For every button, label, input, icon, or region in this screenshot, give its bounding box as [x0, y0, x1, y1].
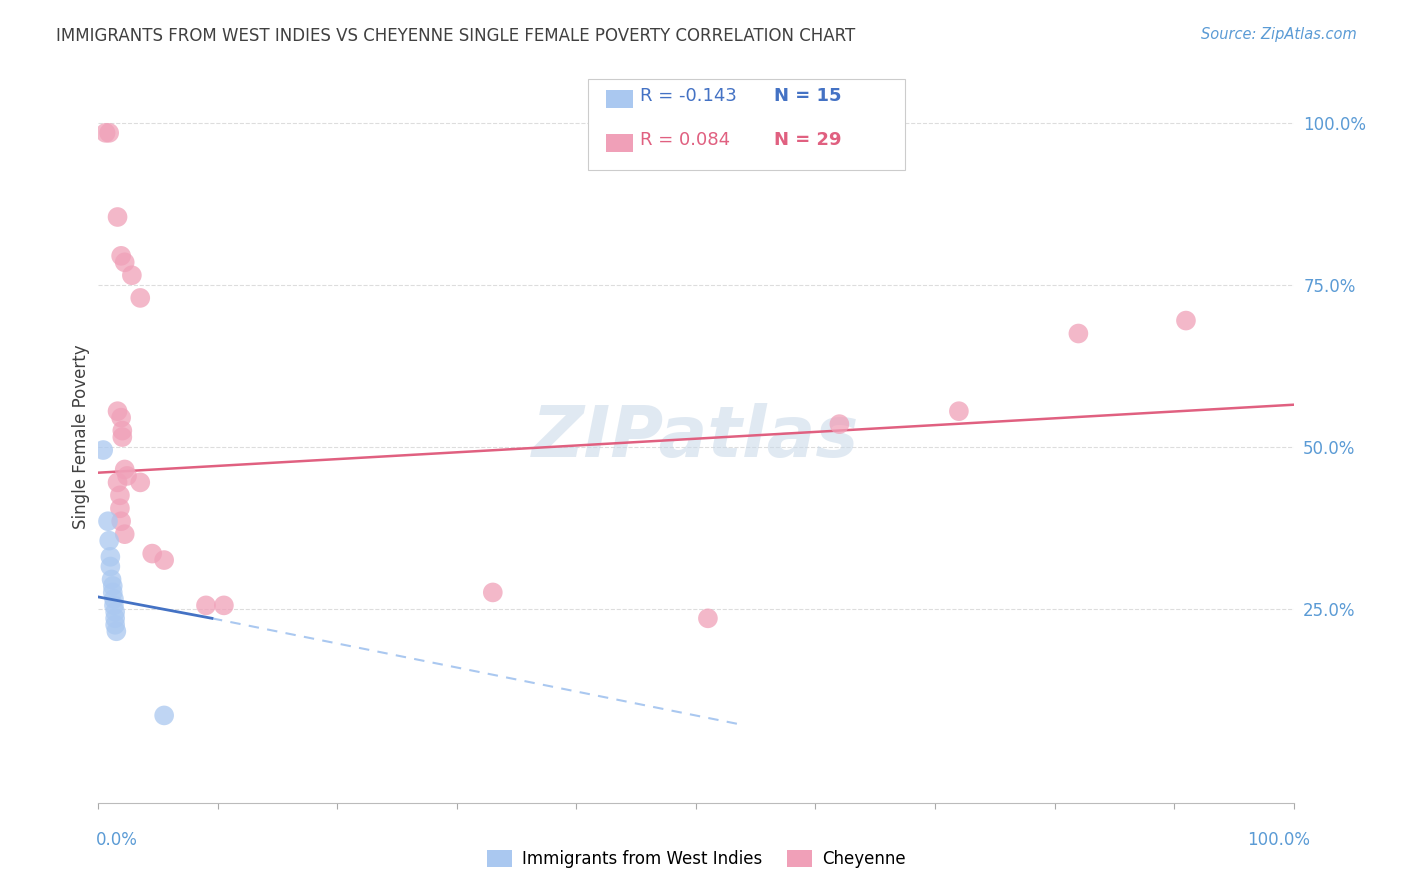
Text: 0.0%: 0.0% [96, 831, 138, 849]
Point [1067, 326, 1090, 341]
Point [104, 617, 127, 632]
Point [105, 624, 128, 639]
Point [110, 410, 132, 425]
Point [481, 585, 505, 599]
Point [97, 514, 120, 528]
Point [110, 249, 132, 263]
Point [107, 475, 129, 490]
Point [129, 475, 152, 490]
Point [115, 469, 138, 483]
Point [103, 591, 125, 606]
Point [98, 126, 121, 140]
Point [1175, 313, 1198, 327]
Point [153, 553, 176, 567]
Point [111, 430, 134, 444]
Text: Source: ZipAtlas.com: Source: ZipAtlas.com [1201, 27, 1357, 42]
Point [103, 599, 125, 613]
Point [98, 559, 122, 574]
Point [100, 573, 122, 587]
Point [108, 488, 131, 502]
Point [98, 549, 122, 564]
Text: N = 29: N = 29 [773, 131, 841, 149]
Point [104, 605, 127, 619]
Point [108, 501, 131, 516]
Point [195, 599, 218, 613]
Bar [606, 89, 633, 108]
Bar [606, 134, 633, 152]
Point [91, 443, 114, 458]
Point [101, 579, 124, 593]
FancyBboxPatch shape [589, 78, 905, 170]
Point [212, 599, 235, 613]
Legend: Immigrants from West Indies, Cheyenne: Immigrants from West Indies, Cheyenne [479, 844, 912, 875]
Point [114, 462, 136, 476]
Point [98, 533, 121, 548]
Point [114, 527, 136, 541]
Point [104, 611, 127, 625]
Point [110, 514, 132, 528]
Text: IMMIGRANTS FROM WEST INDIES VS CHEYENNE SINGLE FEMALE POVERTY CORRELATION CHART: IMMIGRANTS FROM WEST INDIES VS CHEYENNE … [56, 27, 855, 45]
Point [153, 708, 176, 723]
Point [114, 255, 136, 269]
Text: R = 0.084: R = 0.084 [640, 131, 730, 149]
Text: N = 15: N = 15 [773, 87, 841, 105]
Point [107, 404, 129, 418]
Point [697, 611, 720, 625]
Text: ZIPatlas: ZIPatlas [533, 402, 859, 472]
Y-axis label: Single Female Poverty: Single Female Poverty [72, 345, 90, 529]
Text: 100.0%: 100.0% [1247, 831, 1310, 849]
Point [121, 268, 143, 283]
Point [94, 126, 117, 140]
Point [111, 424, 134, 438]
Point [948, 404, 970, 418]
Point [129, 291, 152, 305]
Point [107, 210, 129, 224]
Point [828, 417, 851, 431]
Point [141, 547, 163, 561]
Point [101, 585, 124, 599]
Text: R = -0.143: R = -0.143 [640, 87, 737, 105]
